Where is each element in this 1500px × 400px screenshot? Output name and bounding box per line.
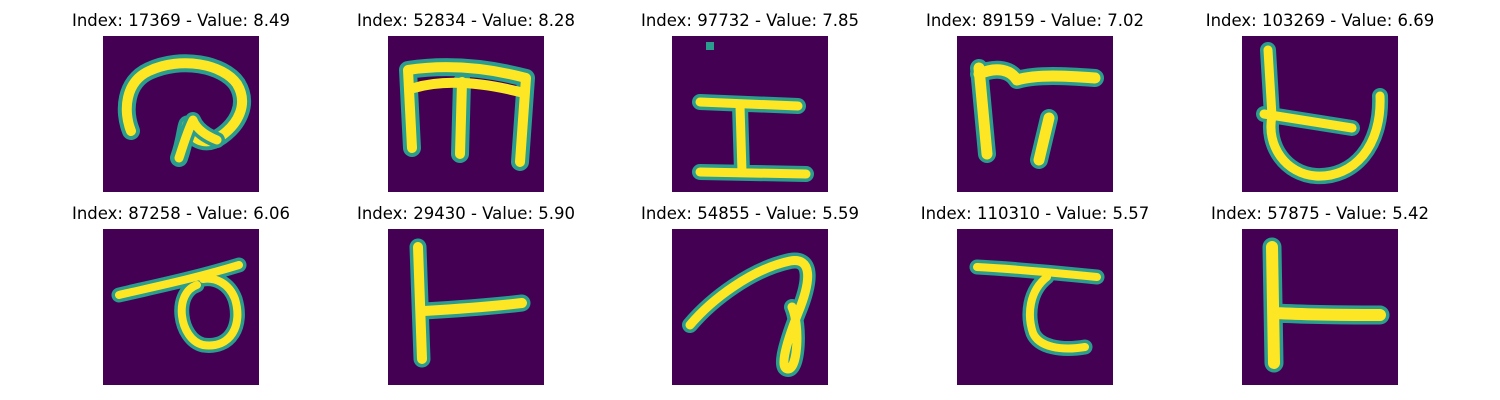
panel-title: Index: 54855 - Value: 5.59 (640, 204, 859, 223)
panel-image (672, 36, 828, 192)
panel-10: Index: 57875 - Value: 5.42 (1170, 193, 1470, 385)
panel-title: Index: 57875 - Value: 5.42 (1210, 204, 1429, 223)
panel-title: Index: 97732 - Value: 7.85 (640, 11, 859, 30)
panel-image (672, 229, 828, 385)
panel-3: Index: 97732 - Value: 7.85 (600, 0, 900, 192)
crossed-loop-glyph (1242, 36, 1398, 192)
hook-glyph (957, 229, 1113, 385)
panel-5: Index: 103269 - Value: 6.69 (1170, 0, 1470, 192)
panel-image (957, 36, 1113, 192)
panel-9: Index: 110310 - Value: 5.57 (885, 193, 1185, 385)
panel-image (388, 36, 544, 192)
panel-6: Index: 87258 - Value: 6.06 (31, 193, 331, 385)
panel-image (103, 36, 259, 192)
i-beam-glyph (672, 36, 828, 192)
panel-title: Index: 17369 - Value: 8.49 (71, 11, 290, 30)
t-rotated-wide-glyph (1242, 229, 1398, 385)
panel-title: Index: 87258 - Value: 6.06 (71, 204, 290, 223)
t-rotated-glyph (388, 229, 544, 385)
panel-8: Index: 54855 - Value: 5.59 (600, 193, 900, 385)
panel-4: Index: 89159 - Value: 7.02 (885, 0, 1185, 192)
m-shape-glyph (388, 36, 544, 192)
panel-2: Index: 52834 - Value: 8.28 (316, 0, 616, 192)
panel-image (103, 229, 259, 385)
panel-title: Index: 89159 - Value: 7.02 (925, 11, 1144, 30)
panel-title: Index: 52834 - Value: 8.28 (356, 11, 575, 30)
flag-loop-glyph (103, 229, 259, 385)
panel-title: Index: 103269 - Value: 6.69 (1205, 11, 1435, 30)
panel-image (388, 229, 544, 385)
panel-title: Index: 110310 - Value: 5.57 (920, 204, 1150, 223)
curl-p-glyph (103, 36, 259, 192)
panel-image (957, 229, 1113, 385)
slanted-loop-glyph (672, 229, 828, 385)
panel-7: Index: 29430 - Value: 5.90 (316, 193, 616, 385)
pi-like-glyph (957, 36, 1113, 192)
panel-image (1242, 36, 1398, 192)
panel-title: Index: 29430 - Value: 5.90 (356, 204, 575, 223)
panel-1: Index: 17369 - Value: 8.49 (31, 0, 331, 192)
panel-image (1242, 229, 1398, 385)
